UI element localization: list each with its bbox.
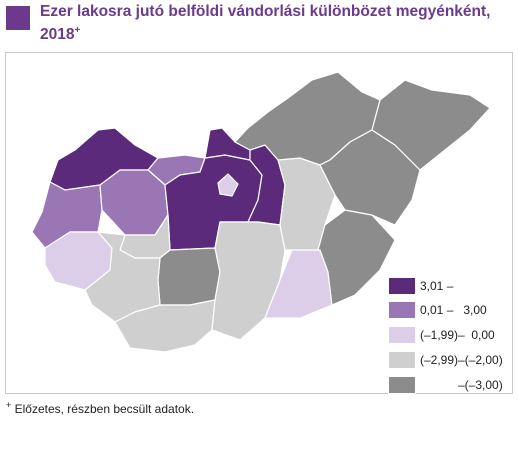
- legend-item-3: (–1,99)– 0,00: [388, 326, 512, 346]
- legend-item-2: 0,01 – 3,00: [388, 301, 512, 321]
- legend-item-5: –(–3,00): [388, 376, 512, 396]
- title-superscript: +: [74, 25, 81, 36]
- footnote-text: Előzetes, részben becsült adatok.: [14, 402, 195, 416]
- legend-swatch: [388, 351, 416, 369]
- legend-label: 0,01 – 3,00: [420, 303, 487, 317]
- legend-swatch: [388, 376, 416, 394]
- legend-swatch: [388, 277, 416, 295]
- region-szabolcs: [371, 79, 491, 171]
- title-text: Ezer lakosra jutó belföldi vándorlási kü…: [40, 3, 491, 44]
- legend-label: (–2,99)–(–2,00): [420, 353, 503, 367]
- region-bacs-kiskun: [211, 221, 286, 341]
- region-bekes: [317, 209, 396, 306]
- legend-item-1: 3,01 –: [388, 277, 512, 297]
- region-tolna: [157, 247, 221, 306]
- footnote: + Előzetes, részben becsült adatok.: [6, 400, 194, 416]
- title-color-square: [6, 6, 30, 30]
- region-hajdu-bihar: [319, 129, 421, 226]
- legend-swatch: [388, 301, 416, 319]
- legend-item-4: (–2,99)–(–2,00): [388, 351, 512, 371]
- region-budapest: [217, 173, 239, 197]
- region-veszprem: [99, 169, 169, 236]
- legend-label: –(–3,00): [458, 378, 503, 392]
- legend-label: 3,01 –: [420, 279, 454, 293]
- map-title: Ezer lakosra jutó belföldi vándorlási kü…: [40, 2, 510, 44]
- footnote-marker: +: [6, 400, 12, 410]
- legend-swatch: [388, 326, 416, 344]
- legend-label: (–1,99)– 0,00: [420, 328, 495, 342]
